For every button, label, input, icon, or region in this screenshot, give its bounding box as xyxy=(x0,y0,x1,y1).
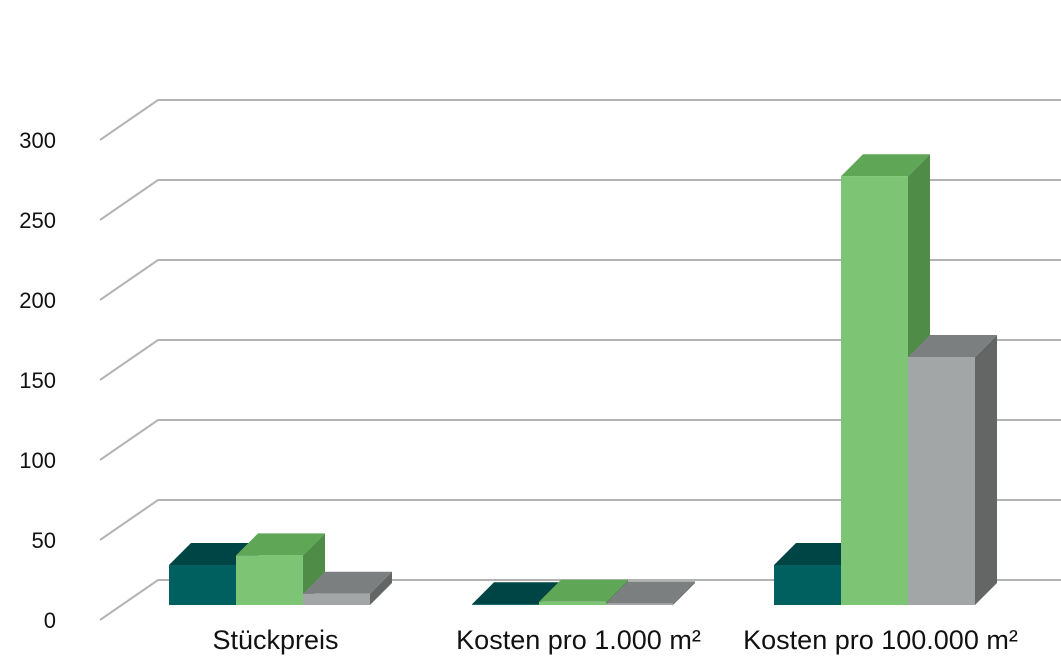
category-labels: Stückpreis Kosten pro 1.000 m² Kosten pro … xyxy=(212,625,1017,655)
bar-top xyxy=(841,154,930,177)
y-tick-label: 300 xyxy=(19,128,56,153)
bar xyxy=(236,533,325,605)
bar-front xyxy=(236,555,303,605)
bar-side xyxy=(673,581,695,605)
bar-top xyxy=(606,581,695,604)
bar xyxy=(908,335,997,605)
bar-front xyxy=(606,603,673,605)
bar xyxy=(606,581,695,605)
gridline xyxy=(99,259,1061,301)
y-tick-label: 150 xyxy=(19,368,56,393)
y-tick-label: 200 xyxy=(19,288,56,313)
y-tick-label: 250 xyxy=(19,208,56,233)
y-axis-ticks: 0 50 100 150 200 250 300 xyxy=(19,128,56,633)
bar-side xyxy=(975,335,997,605)
bar-top xyxy=(303,571,392,594)
bar-front xyxy=(908,357,975,605)
bar-top xyxy=(472,582,561,605)
bars xyxy=(169,154,997,605)
gridline xyxy=(99,179,1061,221)
bar xyxy=(303,571,392,605)
category-label: Stückpreis xyxy=(212,625,338,655)
bar-front xyxy=(303,593,370,605)
bar-front xyxy=(774,565,841,605)
y-tick-label: 50 xyxy=(32,528,56,553)
gridline xyxy=(99,339,1061,381)
y-tick-label: 0 xyxy=(44,608,56,633)
bar-top xyxy=(908,335,997,357)
bar-side xyxy=(370,571,392,605)
gridline xyxy=(99,499,1061,541)
bar-front xyxy=(169,565,236,605)
gridline xyxy=(99,99,1061,141)
y-tick-label: 100 xyxy=(19,448,56,473)
gridline xyxy=(99,579,1061,621)
bar-top xyxy=(169,543,258,565)
gridlines xyxy=(99,99,1061,621)
category-label: Kosten pro 100.000 m² xyxy=(743,625,1018,655)
bar-top xyxy=(774,543,863,565)
bar-front xyxy=(472,604,539,605)
bar-top xyxy=(236,533,325,556)
bar xyxy=(169,543,258,605)
category-label: Kosten pro 1.000 m² xyxy=(456,625,701,655)
bar-front xyxy=(539,601,606,605)
gridline xyxy=(99,419,1061,461)
bar-top xyxy=(539,579,628,602)
bar-front xyxy=(841,176,908,605)
